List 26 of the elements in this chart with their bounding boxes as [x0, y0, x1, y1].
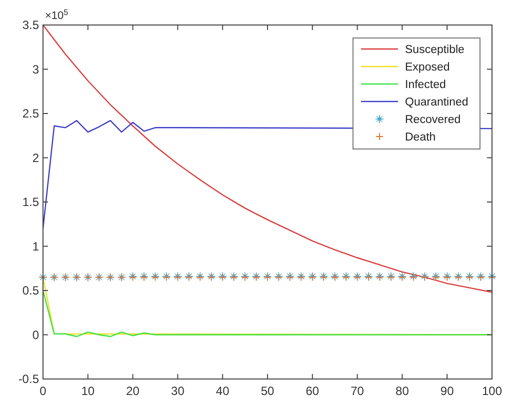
y-tick-label: 0 — [32, 328, 40, 342]
legend-label: Infected — [405, 79, 446, 91]
y-tick-label: 3.5 — [22, 18, 40, 32]
y-tick-label: 0.5 — [22, 284, 40, 298]
x-tick-label: 60 — [306, 384, 320, 398]
legend-label: Exposed — [405, 62, 450, 74]
legend-label: Susceptible — [405, 44, 464, 56]
x-tick-label: 10 — [81, 384, 95, 398]
legend-label: Death — [405, 132, 436, 144]
x-tick-label: 40 — [216, 384, 230, 398]
x-tick-label: 30 — [171, 384, 185, 398]
y-tick-label: 2 — [32, 150, 40, 165]
y-tick-label: 1.5 — [22, 195, 40, 209]
y-tick-label: -0.5 — [18, 372, 40, 386]
x-tick-label: 50 — [260, 384, 274, 398]
text: ×10$^{5}$ — [45, 8, 69, 22]
legend-label: Recovered — [405, 114, 461, 126]
x-tick-label: 70 — [350, 384, 364, 398]
y-tick-label: 2.5 — [22, 106, 40, 120]
x-tick-label: 90 — [440, 384, 454, 398]
legend-label: Quarantined — [405, 96, 468, 108]
y-tick-label: 1 — [32, 239, 40, 254]
x-tick-label: 20 — [126, 384, 140, 398]
x-tick-label: 100 — [482, 384, 502, 398]
x-tick-label: 80 — [396, 384, 410, 398]
y-tick-label: 3 — [32, 62, 40, 76]
